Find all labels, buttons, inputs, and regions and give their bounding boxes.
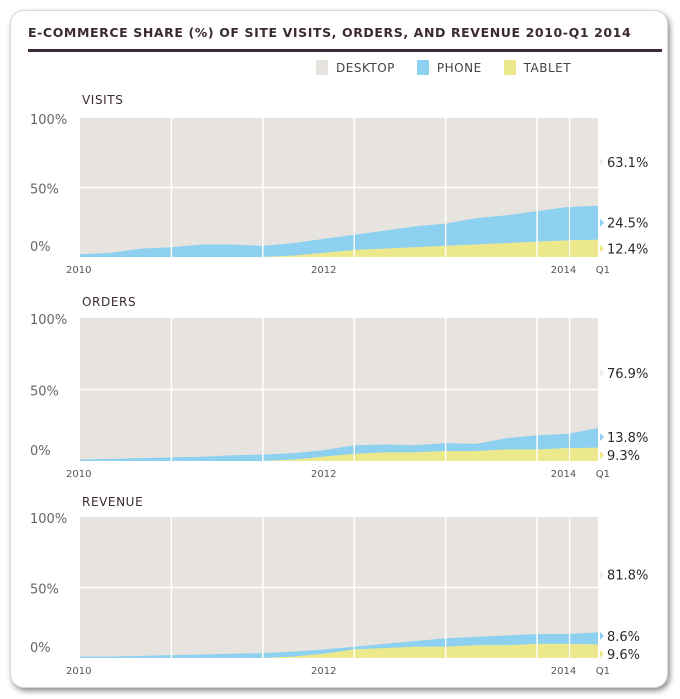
panel-title: REVENUE (82, 495, 143, 509)
panel-title: VISITS (82, 93, 123, 107)
x-tick-label: 2014 (551, 469, 576, 480)
x-tick-label: 2012 (311, 666, 336, 677)
legend-label-phone: PHONE (436, 60, 482, 75)
y-tick-label: 100% (30, 313, 67, 328)
end-label-desktop: 81.8% (607, 569, 648, 584)
legend-item-tablet: TABLET (503, 60, 572, 75)
end-label-tablet: 9.6% (607, 648, 640, 663)
end-label-tablet: 9.3% (607, 449, 640, 464)
x-tick-label: 2012 (311, 469, 336, 480)
end-marker-phone (600, 631, 604, 640)
x-tick-label: 2010 (66, 265, 91, 276)
x-tick-label: 2012 (311, 265, 336, 276)
legend: DESKTOP PHONE TABLET (316, 60, 593, 75)
end-label-tablet: 12.4% (607, 242, 648, 257)
area-tablet (80, 643, 598, 658)
x-tick-label: 2010 (66, 666, 91, 677)
y-tick-label: 100% (30, 512, 67, 527)
end-label-desktop: 63.1% (607, 156, 648, 171)
legend-item-phone: PHONE (416, 60, 482, 75)
end-marker-phone (600, 433, 604, 442)
legend-item-desktop: DESKTOP (316, 60, 395, 75)
x-tick-label: 2014 (551, 666, 576, 677)
x-tick-label: 2010 (66, 469, 91, 480)
area-phone (80, 632, 598, 658)
end-marker-tablet (600, 244, 604, 253)
legend-swatch-tablet (503, 60, 516, 75)
area-phone (80, 205, 598, 257)
panel-visits: VISITS 0% 50% 100% 2010 2012 2014 Q1 63.1% 24.5% 1… (30, 93, 648, 276)
x-tick-label: Q1 (596, 469, 610, 480)
x-tick-label: Q1 (596, 666, 610, 677)
y-tick-label: 50% (30, 183, 59, 198)
legend-swatch-desktop (316, 60, 328, 75)
area-tablet (80, 239, 598, 257)
y-tick-label: 100% (30, 113, 67, 128)
area-phone (80, 427, 598, 461)
legend-label-tablet: TABLET (523, 60, 572, 75)
y-tick-label: 50% (30, 385, 59, 400)
end-marker-desktop (600, 570, 604, 579)
panel-orders: ORDERS 0% 50% 100% 2010 2012 2014 Q1 76.9% 13.8% 9… (30, 295, 648, 480)
legend-label-desktop: DESKTOP (336, 60, 395, 75)
y-tick-label: 0% (30, 240, 51, 255)
legend-swatch-phone (416, 60, 429, 75)
x-tick-label: Q1 (596, 265, 610, 276)
end-marker-desktop (600, 368, 604, 377)
end-label-phone: 24.5% (607, 217, 648, 232)
panel-title: ORDERS (82, 295, 136, 309)
y-tick-label: 50% (30, 583, 59, 598)
end-label-desktop: 76.9% (607, 367, 648, 382)
x-tick-label: 2014 (551, 265, 576, 276)
area-tablet (80, 447, 598, 461)
end-marker-tablet (600, 649, 604, 658)
y-tick-label: 0% (30, 641, 51, 656)
end-label-phone: 13.8% (607, 431, 648, 446)
chart-title: E-COMMERCE SHARE (%) OF SITE VISITS, ORD… (28, 25, 632, 40)
title-rule (28, 49, 662, 52)
end-marker-tablet (600, 451, 604, 460)
end-label-phone: 8.6% (607, 630, 640, 645)
y-tick-label: 0% (30, 444, 51, 459)
end-marker-desktop (600, 157, 604, 166)
panel-revenue: REVENUE 0% 50% 100% 2010 2012 2014 Q1 81.8% 8.6% 9… (30, 495, 648, 677)
end-marker-phone (600, 218, 604, 227)
